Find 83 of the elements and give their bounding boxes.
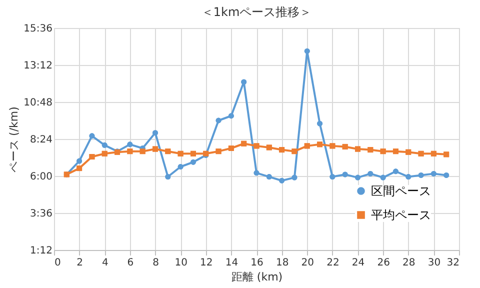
point xyxy=(368,147,374,153)
point xyxy=(430,170,436,176)
y-tick-label: 13:12 xyxy=(24,60,52,72)
x-tick-label: 14 xyxy=(225,258,238,268)
y-tick-label: 1:12 xyxy=(30,246,52,256)
point xyxy=(380,174,386,180)
point xyxy=(317,142,323,148)
y-tick-label: 8:24 xyxy=(30,134,52,146)
x-axis-title: 距離 (km) xyxy=(231,270,283,284)
point xyxy=(241,140,247,146)
point xyxy=(444,152,450,158)
x-tick-label: 20 xyxy=(301,258,314,268)
point xyxy=(406,174,412,180)
point xyxy=(355,146,360,152)
point xyxy=(392,168,398,174)
x-tick-label: 8 xyxy=(152,258,159,268)
x-tick-label: 12 xyxy=(200,258,213,268)
point xyxy=(392,148,398,154)
point xyxy=(342,172,348,178)
point xyxy=(418,150,424,156)
point xyxy=(444,172,450,178)
x-tick-label: 30 xyxy=(428,258,441,268)
point xyxy=(178,150,184,156)
x-tick-label: 26 xyxy=(377,258,390,268)
point xyxy=(241,79,247,85)
x-tick-label: 16 xyxy=(250,258,264,268)
x-tick-label: 4 xyxy=(102,258,108,268)
point xyxy=(304,143,310,149)
point xyxy=(165,148,171,154)
point xyxy=(102,150,108,156)
point xyxy=(178,164,184,170)
point xyxy=(342,144,348,150)
point xyxy=(102,142,108,148)
y-axis-title: ペース (/km) xyxy=(8,106,21,172)
point xyxy=(89,154,95,160)
point xyxy=(152,146,158,152)
point xyxy=(140,148,146,154)
point xyxy=(279,147,285,153)
point xyxy=(228,113,234,119)
point xyxy=(292,148,298,154)
x-tick-label: 24 xyxy=(352,258,365,268)
point xyxy=(330,174,336,180)
point xyxy=(304,48,310,54)
point xyxy=(76,166,82,172)
y-tick-label: 3:36 xyxy=(30,208,52,220)
chart-title: ＜1kmペース推移＞ xyxy=(201,5,312,19)
point xyxy=(317,120,323,126)
point xyxy=(355,174,360,180)
legend-label: 区間ペース xyxy=(371,184,431,198)
point xyxy=(330,143,336,149)
point xyxy=(190,159,196,165)
x-tick-label: 22 xyxy=(326,258,340,268)
x-tick-label: 28 xyxy=(402,258,416,268)
point xyxy=(418,172,424,178)
point xyxy=(292,174,298,180)
point xyxy=(380,148,386,154)
point xyxy=(406,149,412,155)
point xyxy=(216,148,222,154)
point xyxy=(254,170,260,176)
x-tick-label: 6 xyxy=(127,258,134,268)
point xyxy=(165,174,171,180)
point xyxy=(216,118,222,124)
point xyxy=(266,174,272,180)
point xyxy=(76,158,82,164)
point xyxy=(279,178,285,184)
point xyxy=(254,143,260,149)
y-tick-label: 15:36 xyxy=(24,24,52,34)
point xyxy=(127,148,133,154)
point xyxy=(430,150,436,156)
point xyxy=(127,142,133,148)
x-tick-label: 32 xyxy=(446,258,460,268)
legend-label: 平均ペース xyxy=(371,208,431,222)
y-tick-label: 6:00 xyxy=(30,172,52,182)
point xyxy=(368,170,374,176)
x-tick-label: 0 xyxy=(54,258,61,268)
x-tick-label: 18 xyxy=(276,258,289,268)
y-tick-label: 10:48 xyxy=(24,98,52,108)
point xyxy=(266,144,272,150)
point xyxy=(190,150,196,156)
point xyxy=(228,146,234,151)
x-tick-label: 10 xyxy=(174,258,188,268)
x-tick-label: 2 xyxy=(76,258,83,268)
point xyxy=(89,133,95,139)
